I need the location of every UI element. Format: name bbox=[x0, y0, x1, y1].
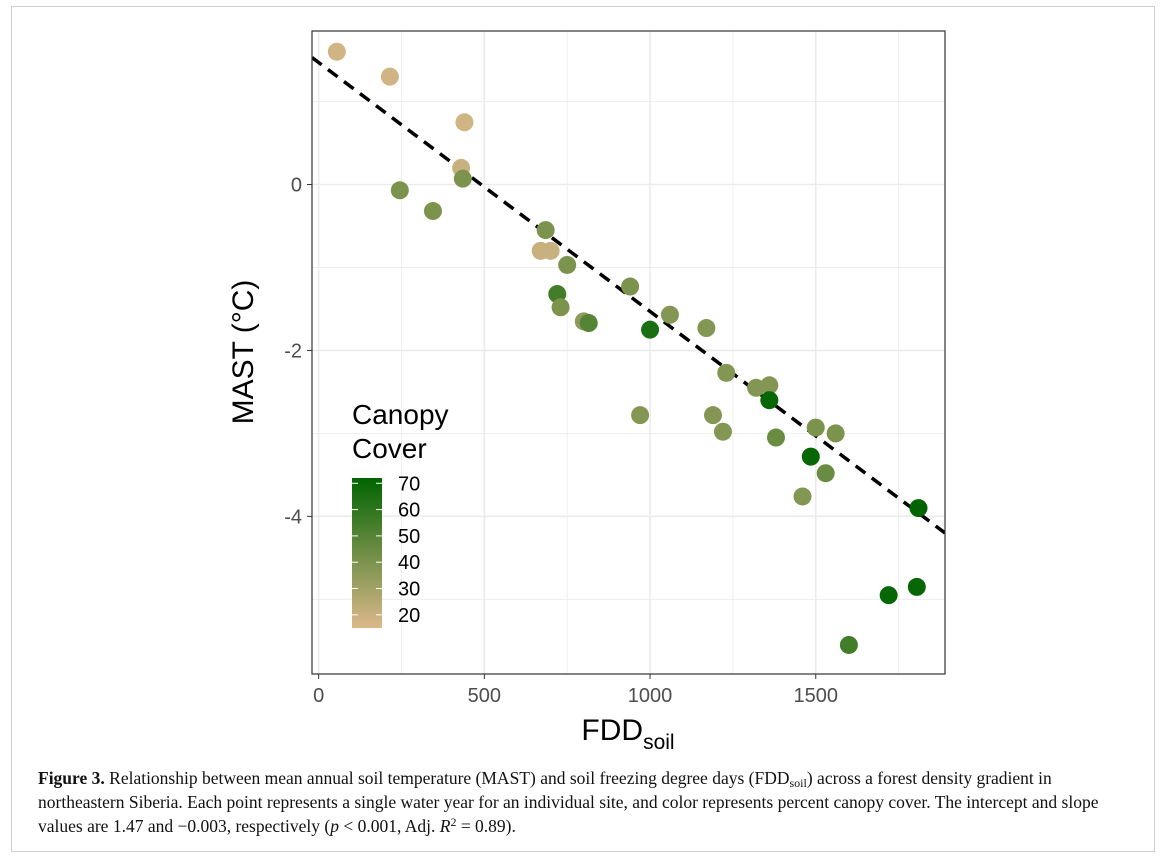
caption-p-symbol: p bbox=[330, 816, 339, 836]
data-point bbox=[879, 586, 898, 605]
y-tick-label: 0 bbox=[291, 174, 302, 196]
data-point bbox=[826, 424, 845, 443]
data-point bbox=[380, 67, 399, 86]
caption-text-1: Relationship between mean annual soil te… bbox=[104, 768, 790, 788]
data-point bbox=[839, 635, 858, 654]
legend-tick-label: 20 bbox=[398, 605, 420, 627]
legend-colorbar bbox=[352, 478, 382, 628]
data-point bbox=[541, 241, 560, 260]
caption-sub-1: soil bbox=[789, 776, 807, 790]
data-point bbox=[793, 487, 812, 506]
data-point bbox=[641, 320, 660, 339]
grid-lines bbox=[312, 31, 945, 674]
x-tick-label: 1000 bbox=[628, 685, 673, 707]
data-point bbox=[907, 577, 926, 596]
y-tick-label: -4 bbox=[284, 506, 302, 528]
legend-tick-label: 50 bbox=[398, 526, 420, 548]
data-point bbox=[558, 255, 577, 274]
data-point bbox=[327, 42, 346, 61]
data-point bbox=[801, 447, 820, 466]
legend-tick-label: 70 bbox=[398, 473, 420, 495]
trend-line-group bbox=[312, 56, 945, 535]
data-point bbox=[816, 464, 835, 483]
caption-r-symbol: R bbox=[439, 816, 451, 836]
panel-background bbox=[312, 31, 945, 674]
data-point bbox=[423, 202, 442, 221]
caption-text-4: = 0.89). bbox=[456, 816, 516, 836]
scatter-chart: 0 500 1000 1500 0 -2 -4 FDDsoil MAST (°C) Can… bbox=[227, 30, 946, 754]
x-tick-label: 0 bbox=[313, 685, 324, 707]
legend-title-line2: Cover bbox=[352, 433, 427, 464]
data-point bbox=[713, 422, 732, 441]
x-axis-title-main: FDD bbox=[581, 714, 643, 747]
x-axis-title-sub: soil bbox=[643, 731, 675, 754]
data-point bbox=[536, 221, 555, 240]
data-point bbox=[621, 277, 640, 296]
data-point bbox=[909, 499, 928, 518]
panel-border bbox=[311, 30, 946, 675]
data-point bbox=[760, 391, 779, 410]
caption-sup-1: 2 bbox=[450, 815, 457, 829]
data-point bbox=[453, 169, 472, 188]
x-tick-label: 500 bbox=[468, 685, 501, 707]
legend-title-line1: Canopy bbox=[352, 399, 449, 430]
data-point bbox=[704, 406, 723, 425]
data-point bbox=[455, 113, 474, 132]
data-point bbox=[760, 376, 779, 395]
data-point bbox=[579, 314, 598, 333]
x-axis-title: FDDsoil bbox=[581, 714, 674, 754]
caption-label: Figure 3. bbox=[38, 768, 105, 788]
points-group bbox=[327, 42, 928, 654]
x-axis-ticks: 0 500 1000 1500 bbox=[313, 674, 838, 707]
y-axis-ticks: 0 -2 -4 bbox=[284, 174, 312, 528]
caption-text-2: ) across a forest density gradient in no… bbox=[38, 768, 1099, 836]
y-tick-label: -2 bbox=[284, 340, 302, 362]
data-point bbox=[631, 406, 650, 425]
caption-text-3: < 0.001, Adj. bbox=[338, 816, 440, 836]
y-axis-title: MAST (°C) bbox=[227, 280, 260, 425]
color-legend: Canopy Cover 70 60 50 40 30 20 bbox=[352, 399, 449, 628]
data-point bbox=[390, 181, 409, 200]
trend-line bbox=[312, 56, 945, 535]
legend-tick-label: 60 bbox=[398, 500, 420, 522]
figure-caption: Figure 3. Relationship between mean annu… bbox=[38, 766, 1128, 838]
legend-tick-label: 40 bbox=[398, 552, 420, 574]
data-point bbox=[551, 298, 570, 317]
data-point bbox=[717, 363, 736, 382]
data-point bbox=[697, 319, 716, 338]
legend-ticks: 70 60 50 40 30 20 bbox=[352, 473, 420, 627]
data-point bbox=[806, 418, 825, 437]
data-point bbox=[660, 305, 679, 324]
x-tick-label: 1500 bbox=[793, 685, 838, 707]
data-point bbox=[766, 428, 785, 447]
legend-tick-label: 30 bbox=[398, 579, 420, 601]
